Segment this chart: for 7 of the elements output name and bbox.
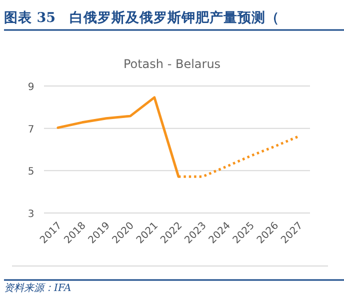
chart-title: 图表 35 白俄罗斯及俄罗斯钾肥产量预测（ xyxy=(4,9,280,26)
text: 资料来源：IFA xyxy=(4,282,72,294)
y-tick-label: 5 xyxy=(28,166,34,178)
y-tick-label: 3 xyxy=(28,209,34,220)
y-tick-label: 7 xyxy=(28,124,34,136)
chart-subtitle: Potash - Belarus xyxy=(123,57,221,71)
y-tick-label: 9 xyxy=(28,82,34,93)
